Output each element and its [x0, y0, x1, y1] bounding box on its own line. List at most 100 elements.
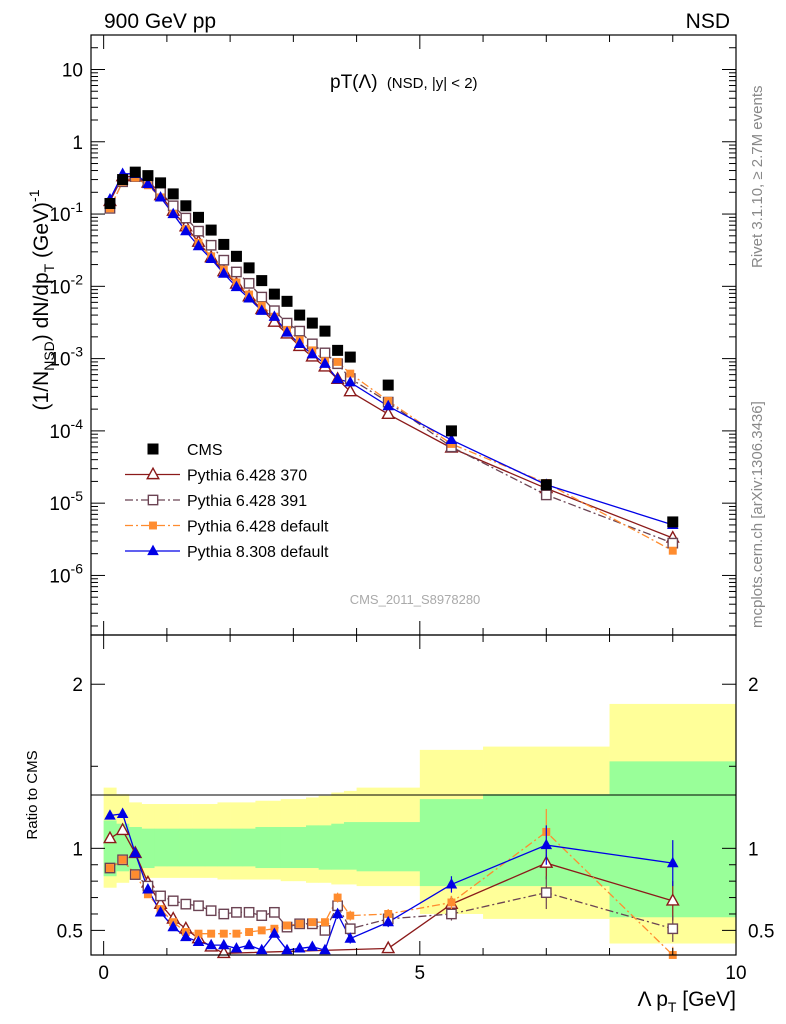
- ratio-point-p8def: [306, 940, 319, 951]
- ratio-point-p391: [667, 923, 679, 935]
- x-tick-label: 10: [725, 963, 746, 984]
- main-point-cms: [230, 250, 242, 262]
- green-band-segment: [268, 827, 282, 869]
- ratio-point-p6def: [321, 918, 329, 927]
- main-y-tick-label: 10-3: [49, 344, 83, 371]
- main-point-p8def: [218, 267, 230, 278]
- main-point-cms: [382, 379, 394, 391]
- ratio-point-p8def: [319, 943, 331, 955]
- main-point-p8def: [255, 304, 268, 315]
- main-point-p6def: [346, 369, 355, 378]
- green-band-segment: [141, 828, 155, 869]
- ratio-point-p8def: [116, 807, 129, 818]
- main-y-tick-label: 10-4: [49, 416, 83, 443]
- main-point-p8def: [293, 337, 306, 348]
- ratio-panel: 0 5 100.5 0.51 12 2 Ratio to CMS Λ pT [GeV]: [24, 634, 774, 1015]
- ratio-point-p6def: [219, 929, 228, 938]
- green-band-segment: [331, 823, 345, 870]
- main-point-cms: [344, 351, 356, 363]
- x-tick-label: 5: [415, 963, 426, 984]
- ratio-point-p6def: [232, 929, 241, 938]
- ratio-point-p6def: [257, 926, 266, 935]
- main-point-p8def: [230, 280, 243, 292]
- ratio-point-p8def: [205, 938, 217, 950]
- ratio-point-p391: [231, 906, 242, 918]
- legend-label-cms: CMS: [187, 442, 223, 459]
- green-band-segment: [306, 825, 319, 869]
- main-point-p8def: [268, 310, 281, 321]
- ratio-point-p6def: [194, 929, 203, 938]
- ratio-point-p8def: [445, 878, 458, 889]
- legend-item-p391: Pythia 6.428 391: [125, 493, 307, 510]
- main-y-tick-label: 10-5: [49, 488, 83, 515]
- main-point-cms: [205, 224, 217, 236]
- legend-marker-p8def: [147, 544, 159, 556]
- main-point-p8def: [192, 239, 205, 251]
- legend-item-p8def: Pythia 8.308 default: [125, 544, 329, 561]
- green-band-segment: [242, 828, 256, 867]
- ratio-point-p8def: [268, 927, 281, 938]
- ratio-series-layer: [103, 807, 680, 959]
- green-band-segment: [166, 828, 180, 867]
- ratio-point-p8def: [331, 907, 344, 919]
- ratio-y-axis-label: Ratio to CMS: [24, 750, 41, 839]
- main-title: pT(Λ) (NSD, |y| < 2): [330, 72, 478, 93]
- legend-marker-p6def: [149, 521, 157, 530]
- main-point-p8def: [154, 191, 167, 202]
- main-point-cms: [142, 170, 154, 182]
- ratio-point-p6def: [245, 928, 254, 936]
- svg-text:(1/NNSD) dN/dpT (GeV)-1: (1/NNSD) dN/dpT (GeV)-1: [26, 189, 57, 410]
- ratio-axes: 0 5 100.5 0.51 12 2: [57, 635, 774, 984]
- main-point-cms: [332, 344, 344, 356]
- green-band-segment: [154, 828, 168, 867]
- ratio-point-p8def: [218, 938, 230, 950]
- ratio-point-p370: [665, 893, 680, 906]
- main-point-p391: [256, 291, 268, 303]
- main-point-p8def: [382, 399, 394, 411]
- ratio-point-p391: [193, 900, 204, 912]
- ratio-point-p6def: [283, 921, 291, 930]
- main-point-p391: [243, 277, 255, 289]
- legend-marker-cms: [147, 443, 159, 455]
- x-tick-label: 0: [98, 963, 109, 984]
- main-point-cms: [180, 200, 192, 212]
- main-point-cms: [268, 288, 280, 300]
- main-point-cms: [129, 166, 141, 178]
- main-point-cms: [667, 516, 679, 528]
- ratio-point-p8def: [382, 915, 394, 927]
- ratio-point-p6def: [346, 911, 355, 920]
- main-point-p8def: [281, 326, 293, 337]
- ratio-point-p8def: [192, 935, 205, 946]
- ratio-point-p6def: [447, 898, 456, 907]
- ratio-point-p391: [319, 925, 331, 936]
- ratio-point-p391: [155, 890, 166, 902]
- main-point-p6def: [333, 357, 342, 366]
- ratio-point-p6def: [106, 864, 114, 872]
- legend: CMS Pythia 6.428 370 Pythia 6.428 391 Pythi…: [125, 442, 329, 561]
- ratio-y-tick-label-right: 2: [748, 675, 759, 696]
- x-axis-label: Λ pT [GeV]: [638, 988, 736, 1015]
- main-point-cms: [218, 238, 230, 250]
- ratio-y-tick-label: 0.5: [57, 921, 83, 942]
- ratio-point-p370: [115, 822, 130, 836]
- ratio-point-p8def: [142, 883, 154, 894]
- main-point-cms: [193, 211, 204, 223]
- main-point-p391: [218, 254, 230, 266]
- main-point-cms: [281, 295, 293, 307]
- main-point-p391: [193, 225, 204, 237]
- ratio-point-p8def: [255, 943, 268, 955]
- main-point-cms: [540, 479, 552, 491]
- green-band-segment: [343, 822, 357, 870]
- main-point-p370: [381, 406, 396, 420]
- main-axes: 10-6 10-5 10-4 10-3 10-2 10-1 1 10: [49, 34, 737, 635]
- main-point-p370: [343, 383, 358, 397]
- main-point-p391: [180, 212, 192, 224]
- ratio-point-p391: [344, 923, 356, 935]
- green-band-segment: [204, 828, 218, 867]
- main-point-p8def: [142, 177, 154, 189]
- header-right-label: NSD: [686, 10, 730, 33]
- ratio-y-tick-label: 2: [72, 675, 83, 696]
- ratio-point-p8def: [281, 943, 293, 955]
- ratio-point-p6def: [295, 919, 304, 928]
